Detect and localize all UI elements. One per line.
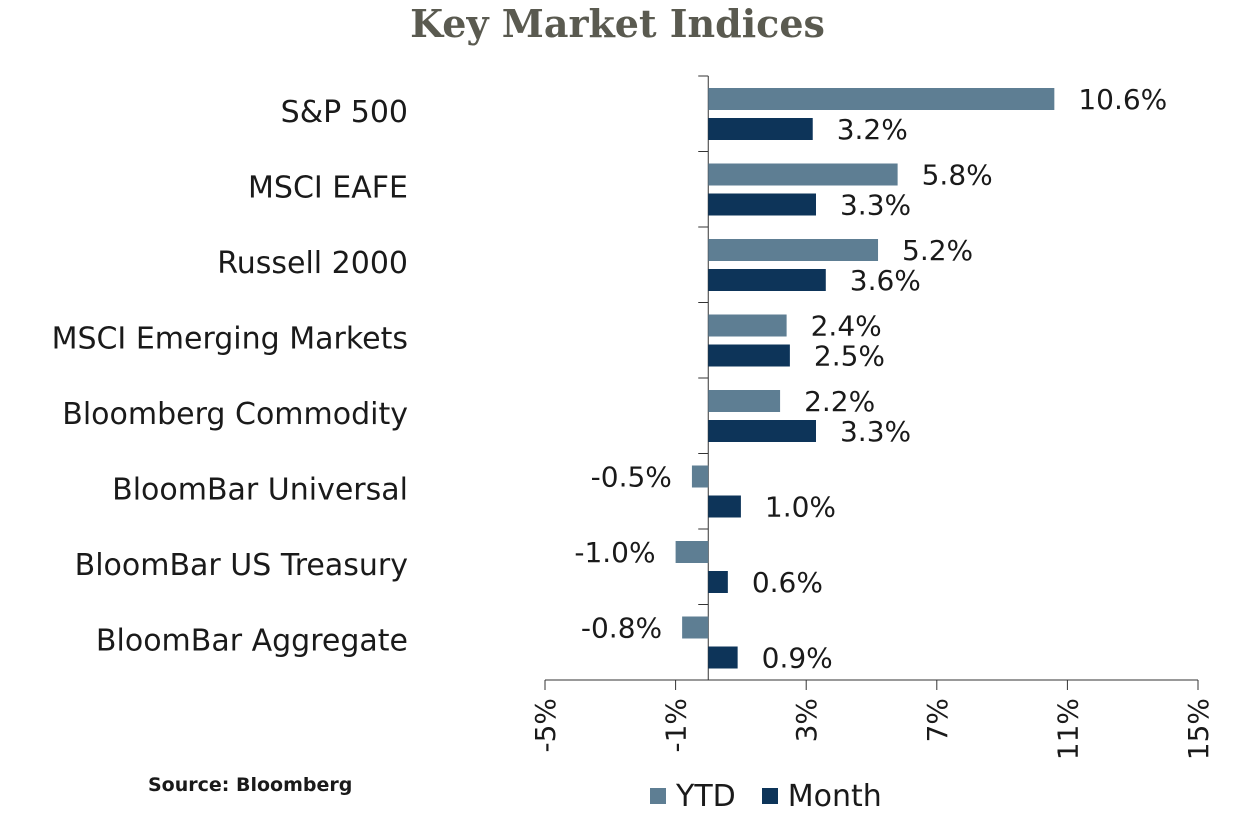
legend-item-ytd: YTD — [650, 779, 736, 814]
value-label-month: 3.3% — [840, 415, 911, 448]
bar-ytd-1 — [708, 163, 898, 186]
legend-swatch-month — [761, 788, 778, 804]
value-label-ytd: 2.4% — [811, 310, 882, 343]
legend-label-month: Month — [787, 778, 882, 814]
bar-ytd-4 — [708, 390, 781, 412]
bar-ytd-2 — [708, 239, 879, 261]
bar-month-1 — [708, 193, 816, 216]
category-label: S&P 500 — [281, 95, 408, 130]
bar-ytd-5 — [691, 465, 709, 488]
value-label-ytd: 5.2% — [902, 234, 973, 267]
value-label-month: 0.9% — [762, 642, 833, 675]
value-label-ytd: 10.6% — [1078, 83, 1167, 116]
bar-month-2 — [708, 269, 826, 291]
x-tick-label: -5% — [529, 698, 562, 753]
value-label-ytd: -1.0% — [574, 536, 655, 569]
value-label-month: 3.6% — [850, 264, 921, 297]
x-tick-label: 15% — [1182, 698, 1215, 760]
category-label: MSCI EAFE — [248, 171, 408, 206]
bar-ytd-0 — [708, 88, 1055, 110]
x-tick-label: -1% — [660, 698, 693, 753]
value-label-month: 3.3% — [840, 189, 911, 222]
x-tick-label: 7% — [921, 698, 954, 742]
value-label-ytd: -0.8% — [581, 612, 662, 645]
value-label-month: 0.6% — [752, 566, 823, 599]
bar-month-5 — [708, 495, 741, 518]
category-label: BloomBar US Treasury — [75, 548, 408, 583]
category-label: Russell 2000 — [217, 246, 408, 281]
chart-title: Key Market Indices — [410, 1, 825, 46]
bar-ytd-7 — [682, 616, 709, 639]
legend-swatch-ytd — [650, 788, 666, 804]
category-label: Bloomberg Commodity — [62, 397, 408, 432]
bar-month-0 — [708, 118, 813, 140]
bar-ytd-6 — [675, 541, 709, 563]
bar-month-3 — [708, 344, 790, 367]
category-label: BloomBar Aggregate — [96, 624, 408, 659]
bar-month-7 — [708, 646, 738, 669]
category-label: MSCI Emerging Markets — [52, 322, 408, 357]
bar-month-6 — [708, 571, 728, 593]
value-label-month: 3.2% — [837, 113, 908, 146]
bar-ytd-3 — [708, 314, 787, 337]
source-note: Source: Bloomberg — [148, 774, 353, 796]
value-label-ytd: -0.5% — [591, 461, 672, 494]
value-label-month: 1.0% — [765, 491, 836, 524]
x-tick-label: 11% — [1051, 698, 1084, 760]
value-label-month: 2.5% — [814, 340, 885, 373]
legend-label-ytd: YTD — [676, 778, 736, 814]
bar-month-4 — [708, 420, 816, 442]
x-tick-label: 3% — [790, 698, 823, 742]
legend-item-month: Month — [761, 778, 882, 814]
legend: YTD Month — [650, 776, 908, 816]
value-label-ytd: 2.2% — [804, 385, 875, 418]
value-label-ytd: 5.8% — [922, 159, 993, 192]
category-label: BloomBar Universal — [112, 473, 408, 508]
